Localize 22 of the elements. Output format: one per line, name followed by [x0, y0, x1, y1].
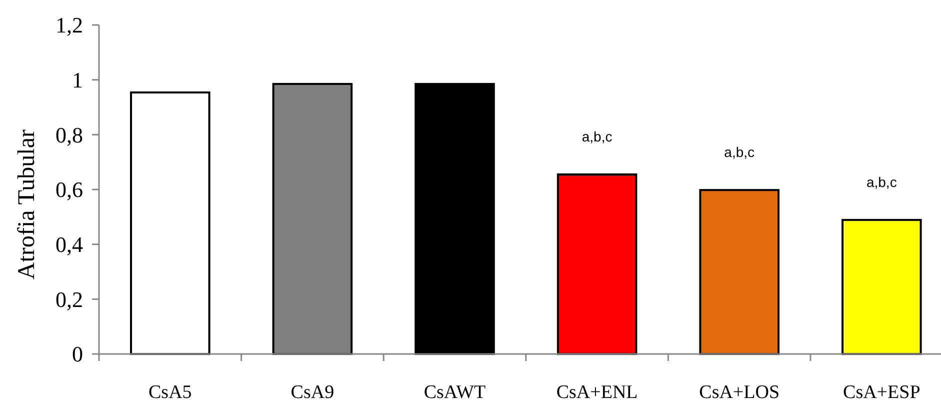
x-tick-label: CsA9 [290, 382, 334, 403]
annotation: a,b,c [582, 128, 612, 144]
y-tick-label: 0,4 [56, 232, 83, 258]
bar [699, 189, 780, 355]
x-tick-label: CsAWT [424, 382, 486, 403]
x-tick-label: CsA+ENL [556, 382, 638, 403]
y-axis-title: Atrofia Tubular [14, 129, 40, 280]
bar [414, 82, 495, 355]
x-tick-label: CsA+LOS [699, 382, 780, 403]
y-tick-label: 0,8 [56, 122, 83, 148]
y-tick-label: 1,2 [56, 12, 83, 38]
x-tick-label: CsA5 [148, 382, 192, 403]
bar [842, 218, 922, 355]
y-tick-label: 1 [72, 68, 83, 93]
y-tick-label: 0,2 [56, 286, 83, 312]
y-tick-label: 0,6 [56, 177, 83, 202]
annotation: a,b,c [724, 144, 755, 160]
bar [130, 91, 210, 355]
x-tick-label: CsA+ESP [843, 382, 920, 403]
y-tick-label: 0 [72, 342, 83, 367]
annotation: a,b,c [866, 174, 897, 190]
bar [556, 173, 638, 355]
